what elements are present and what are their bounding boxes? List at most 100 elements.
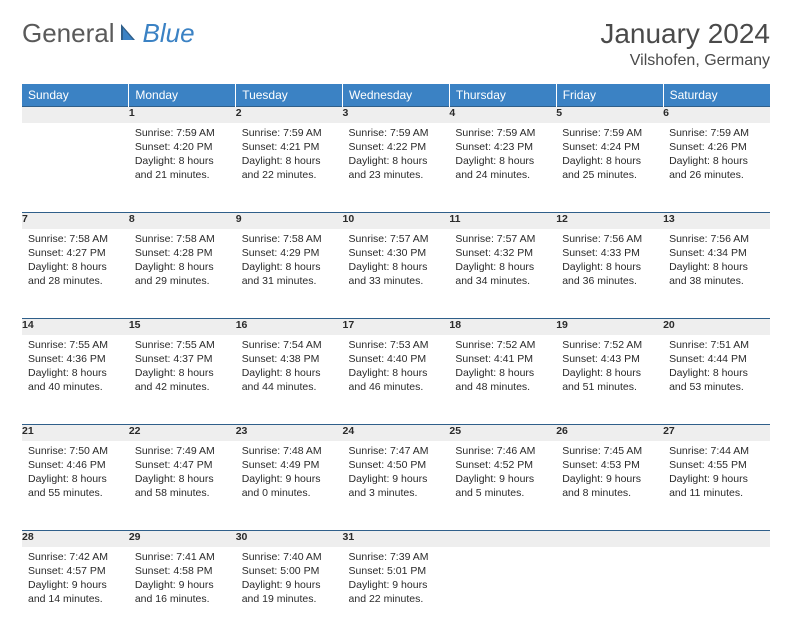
day-number-cell: 6 <box>663 107 770 123</box>
day-cell <box>556 547 663 637</box>
day-cell: Sunrise: 7:52 AMSunset: 4:41 PMDaylight:… <box>449 335 556 425</box>
day-body-row: Sunrise: 7:59 AMSunset: 4:20 PMDaylight:… <box>22 123 770 213</box>
day-number-cell <box>556 531 663 547</box>
daylight-text: Daylight: 8 hours and 48 minutes. <box>455 366 550 394</box>
daylight-text: Daylight: 8 hours and 28 minutes. <box>28 260 123 288</box>
weekday-header: Thursday <box>449 84 556 107</box>
sunset-text: Sunset: 4:28 PM <box>135 246 230 260</box>
page-title: January 2024 <box>600 18 770 50</box>
logo-text-general: General <box>22 18 115 49</box>
page-header: General Blue January 2024 Vilshofen, Ger… <box>22 18 770 70</box>
day-number-cell: 4 <box>449 107 556 123</box>
sunset-text: Sunset: 4:55 PM <box>669 458 764 472</box>
day-cell: Sunrise: 7:59 AMSunset: 4:20 PMDaylight:… <box>129 123 236 213</box>
daylight-text: Daylight: 8 hours and 55 minutes. <box>28 472 123 500</box>
sunset-text: Sunset: 5:00 PM <box>242 564 337 578</box>
sunrise-text: Sunrise: 7:55 AM <box>28 338 123 352</box>
sunrise-text: Sunrise: 7:45 AM <box>562 444 657 458</box>
sunset-text: Sunset: 4:40 PM <box>349 352 444 366</box>
sunset-text: Sunset: 4:36 PM <box>28 352 123 366</box>
daylight-text: Daylight: 8 hours and 38 minutes. <box>669 260 764 288</box>
day-cell: Sunrise: 7:53 AMSunset: 4:40 PMDaylight:… <box>343 335 450 425</box>
weekday-header: Sunday <box>22 84 129 107</box>
sunrise-text: Sunrise: 7:47 AM <box>349 444 444 458</box>
sunrise-text: Sunrise: 7:52 AM <box>562 338 657 352</box>
day-cell: Sunrise: 7:39 AMSunset: 5:01 PMDaylight:… <box>343 547 450 637</box>
sunrise-text: Sunrise: 7:59 AM <box>349 126 444 140</box>
day-number-cell: 19 <box>556 319 663 335</box>
sunrise-text: Sunrise: 7:42 AM <box>28 550 123 564</box>
daylight-text: Daylight: 8 hours and 44 minutes. <box>242 366 337 394</box>
day-number-row: 21222324252627 <box>22 425 770 441</box>
day-cell: Sunrise: 7:41 AMSunset: 4:58 PMDaylight:… <box>129 547 236 637</box>
sunset-text: Sunset: 4:50 PM <box>349 458 444 472</box>
sunset-text: Sunset: 4:26 PM <box>669 140 764 154</box>
day-body-row: Sunrise: 7:58 AMSunset: 4:27 PMDaylight:… <box>22 229 770 319</box>
day-body-row: Sunrise: 7:42 AMSunset: 4:57 PMDaylight:… <box>22 547 770 637</box>
day-cell: Sunrise: 7:59 AMSunset: 4:26 PMDaylight:… <box>663 123 770 213</box>
day-number-cell: 20 <box>663 319 770 335</box>
daylight-text: Daylight: 9 hours and 3 minutes. <box>349 472 444 500</box>
sunrise-text: Sunrise: 7:58 AM <box>242 232 337 246</box>
day-cell: Sunrise: 7:58 AMSunset: 4:28 PMDaylight:… <box>129 229 236 319</box>
day-cell: Sunrise: 7:58 AMSunset: 4:27 PMDaylight:… <box>22 229 129 319</box>
daylight-text: Daylight: 9 hours and 22 minutes. <box>349 578 444 606</box>
day-number-cell: 16 <box>236 319 343 335</box>
daylight-text: Daylight: 9 hours and 0 minutes. <box>242 472 337 500</box>
daylight-text: Daylight: 9 hours and 8 minutes. <box>562 472 657 500</box>
location-subtitle: Vilshofen, Germany <box>600 52 770 70</box>
daylight-text: Daylight: 8 hours and 36 minutes. <box>562 260 657 288</box>
sunset-text: Sunset: 4:49 PM <box>242 458 337 472</box>
day-number-cell <box>449 531 556 547</box>
sunset-text: Sunset: 4:32 PM <box>455 246 550 260</box>
weekday-header: Tuesday <box>236 84 343 107</box>
sunset-text: Sunset: 4:34 PM <box>669 246 764 260</box>
weekday-header: Saturday <box>663 84 770 107</box>
sunset-text: Sunset: 4:29 PM <box>242 246 337 260</box>
daylight-text: Daylight: 8 hours and 25 minutes. <box>562 154 657 182</box>
sunrise-text: Sunrise: 7:51 AM <box>669 338 764 352</box>
daylight-text: Daylight: 8 hours and 40 minutes. <box>28 366 123 394</box>
day-number-row: 123456 <box>22 107 770 123</box>
weekday-header: Friday <box>556 84 663 107</box>
daylight-text: Daylight: 8 hours and 34 minutes. <box>455 260 550 288</box>
day-number-cell: 18 <box>449 319 556 335</box>
sunset-text: Sunset: 4:44 PM <box>669 352 764 366</box>
daylight-text: Daylight: 8 hours and 29 minutes. <box>135 260 230 288</box>
calendar-table: Sunday Monday Tuesday Wednesday Thursday… <box>22 84 770 637</box>
day-cell: Sunrise: 7:54 AMSunset: 4:38 PMDaylight:… <box>236 335 343 425</box>
day-number-cell: 3 <box>343 107 450 123</box>
day-cell: Sunrise: 7:40 AMSunset: 5:00 PMDaylight:… <box>236 547 343 637</box>
day-number-cell: 17 <box>343 319 450 335</box>
day-cell: Sunrise: 7:59 AMSunset: 4:21 PMDaylight:… <box>236 123 343 213</box>
sunset-text: Sunset: 4:38 PM <box>242 352 337 366</box>
sunset-text: Sunset: 4:27 PM <box>28 246 123 260</box>
sunset-text: Sunset: 4:33 PM <box>562 246 657 260</box>
sunset-text: Sunset: 5:01 PM <box>349 564 444 578</box>
day-number-row: 28293031 <box>22 531 770 547</box>
daylight-text: Daylight: 8 hours and 33 minutes. <box>349 260 444 288</box>
day-number-cell: 9 <box>236 213 343 229</box>
sunrise-text: Sunrise: 7:55 AM <box>135 338 230 352</box>
sunrise-text: Sunrise: 7:56 AM <box>669 232 764 246</box>
day-number-cell: 26 <box>556 425 663 441</box>
sunset-text: Sunset: 4:46 PM <box>28 458 123 472</box>
day-cell: Sunrise: 7:42 AMSunset: 4:57 PMDaylight:… <box>22 547 129 637</box>
daylight-text: Daylight: 9 hours and 14 minutes. <box>28 578 123 606</box>
day-number-cell: 15 <box>129 319 236 335</box>
sunrise-text: Sunrise: 7:39 AM <box>349 550 444 564</box>
daylight-text: Daylight: 8 hours and 51 minutes. <box>562 366 657 394</box>
day-cell: Sunrise: 7:49 AMSunset: 4:47 PMDaylight:… <box>129 441 236 531</box>
sail-icon <box>119 22 141 47</box>
day-cell <box>663 547 770 637</box>
sunrise-text: Sunrise: 7:56 AM <box>562 232 657 246</box>
day-number-cell: 24 <box>343 425 450 441</box>
daylight-text: Daylight: 8 hours and 22 minutes. <box>242 154 337 182</box>
day-number-cell <box>22 107 129 123</box>
sunset-text: Sunset: 4:52 PM <box>455 458 550 472</box>
sunset-text: Sunset: 4:41 PM <box>455 352 550 366</box>
day-number-cell: 23 <box>236 425 343 441</box>
daylight-text: Daylight: 9 hours and 16 minutes. <box>135 578 230 606</box>
sunrise-text: Sunrise: 7:41 AM <box>135 550 230 564</box>
sunrise-text: Sunrise: 7:57 AM <box>349 232 444 246</box>
